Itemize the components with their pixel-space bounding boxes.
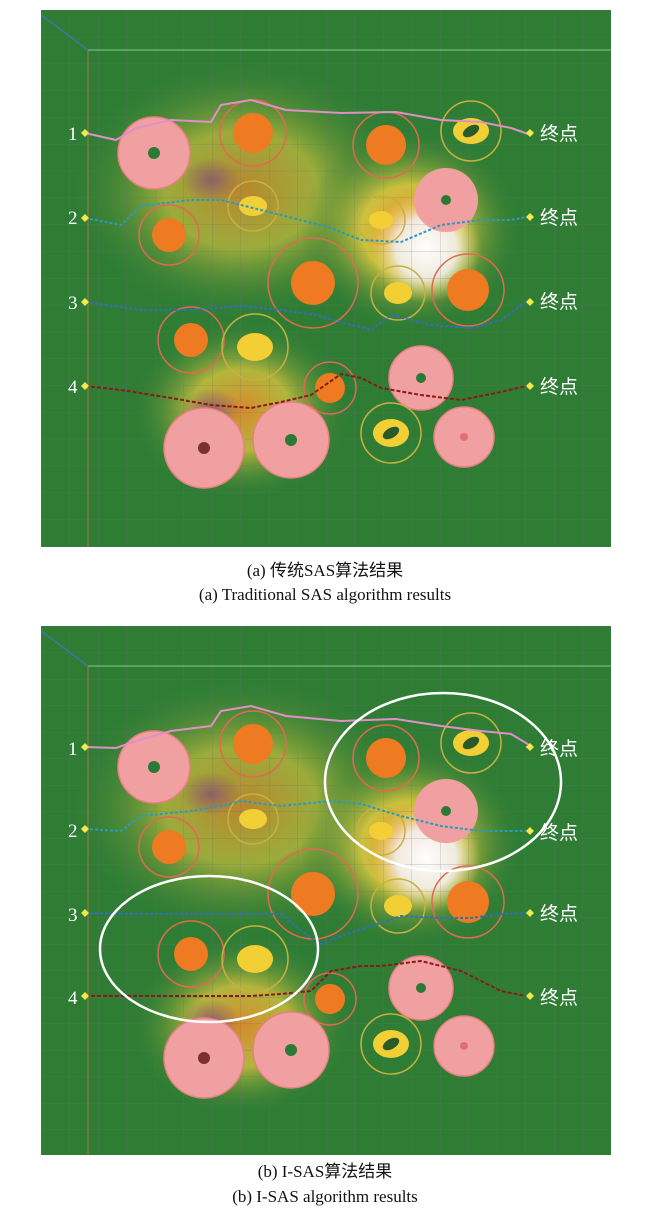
end-label-4: 终点: [540, 376, 578, 398]
threat-yellow-2: [227, 180, 279, 232]
threat-yellow-2: [227, 793, 279, 845]
path-4: [85, 959, 527, 997]
row-label-2: 2: [68, 821, 78, 842]
row-label-1: 1: [68, 124, 78, 145]
highlight-ellipse-lower-left: [98, 874, 320, 1024]
path-4: [84, 372, 527, 410]
start-markers: [81, 743, 89, 1000]
threat-orange-6: [157, 920, 225, 988]
threat-pink-2: [414, 168, 478, 232]
row-label-3: 3: [68, 905, 78, 926]
threat-orange-7: [303, 361, 357, 415]
threat-yellow-4: [370, 878, 426, 934]
threat-orange-6: [157, 306, 225, 374]
threat-yellow-4: [370, 265, 426, 321]
end-markers: [526, 129, 534, 390]
threats: [117, 99, 505, 489]
row-label-4: 4: [68, 377, 78, 398]
highlight-ellipses: [98, 691, 563, 1024]
threat-pink-5: [252, 401, 330, 479]
path-3: [84, 912, 527, 946]
threat-orange-5: [431, 865, 505, 939]
threat-yellow-5: [221, 313, 289, 381]
caption-b-chinese: (b) I-SAS算法结果: [257, 1162, 393, 1181]
highlight-ellipse-upper-right: [323, 691, 563, 873]
threat-pink-6: [433, 406, 495, 468]
threat-pink-4: [163, 407, 245, 489]
threat-pink-1: [117, 730, 191, 804]
threat-yellow-6: [360, 402, 422, 464]
threat-orange-3: [138, 204, 200, 266]
threats: [117, 710, 505, 1099]
threat-yellow-1: [440, 712, 502, 774]
end-label-2: 终点: [540, 822, 578, 844]
end-label-1: 终点: [540, 123, 578, 145]
end-label-2: 终点: [540, 207, 578, 229]
caption-a-chinese: (a) 传统SAS算法结果: [246, 561, 404, 580]
path-2: [84, 799, 526, 833]
threat-yellow-5: [221, 925, 289, 993]
threat-pink-1: [117, 116, 191, 190]
row-label-4: 4: [68, 988, 78, 1009]
end-labels: 终点 终点 终点 终点: [540, 123, 578, 398]
threat-orange-4: [267, 237, 359, 329]
threat-orange-2: [352, 724, 420, 792]
threat-yellow-1: [440, 100, 502, 162]
path-3: [84, 301, 527, 332]
end-label-3: 终点: [540, 291, 578, 313]
threat-pink-4: [163, 1017, 245, 1099]
path-1: [84, 98, 532, 142]
path-1: [84, 704, 534, 750]
panel-a-traditional-sas: 1 2 3 4 终点 终点 终点 终点: [41, 10, 611, 547]
caption-b-english: (b) I-SAS algorithm results: [232, 1187, 418, 1206]
caption-a-english: (a) Traditional SAS algorithm results: [198, 585, 452, 604]
paths: [84, 98, 532, 410]
threat-orange-3: [138, 816, 200, 878]
paths: [84, 704, 534, 997]
end-label-3: 终点: [540, 903, 578, 925]
row-labels: 1 2 3 4: [68, 124, 78, 398]
row-labels: 1 2 3 4: [68, 739, 78, 1009]
row-label-2: 2: [68, 208, 78, 229]
panel-a-scene: 1 2 3 4 终点 终点 终点 终点: [41, 10, 611, 547]
threat-pink-3: [388, 345, 454, 411]
row-label-1: 1: [68, 739, 78, 760]
threat-pink-3: [388, 955, 454, 1021]
threat-yellow-6: [360, 1013, 422, 1075]
threat-pink-5: [252, 1011, 330, 1089]
start-markers: [81, 129, 89, 390]
end-labels: 终点 终点 终点 终点: [540, 738, 578, 1009]
end-label-1: 终点: [540, 738, 578, 760]
threat-yellow-3: [356, 806, 406, 856]
threat-pink-6: [433, 1015, 495, 1077]
threat-orange-1: [219, 710, 287, 778]
panel-b-scene: 1 2 3 4 终点 终点 终点 终点: [41, 626, 611, 1155]
panel-b-i-sas: 1 2 3 4 终点 终点 终点 终点: [41, 626, 611, 1155]
path-2: [84, 199, 527, 244]
threat-yellow-3: [356, 195, 406, 245]
row-label-3: 3: [68, 293, 78, 314]
threat-pink-2: [414, 779, 478, 843]
threat-orange-5: [431, 253, 505, 327]
end-label-4: 终点: [540, 987, 578, 1009]
end-markers: [526, 743, 534, 1000]
